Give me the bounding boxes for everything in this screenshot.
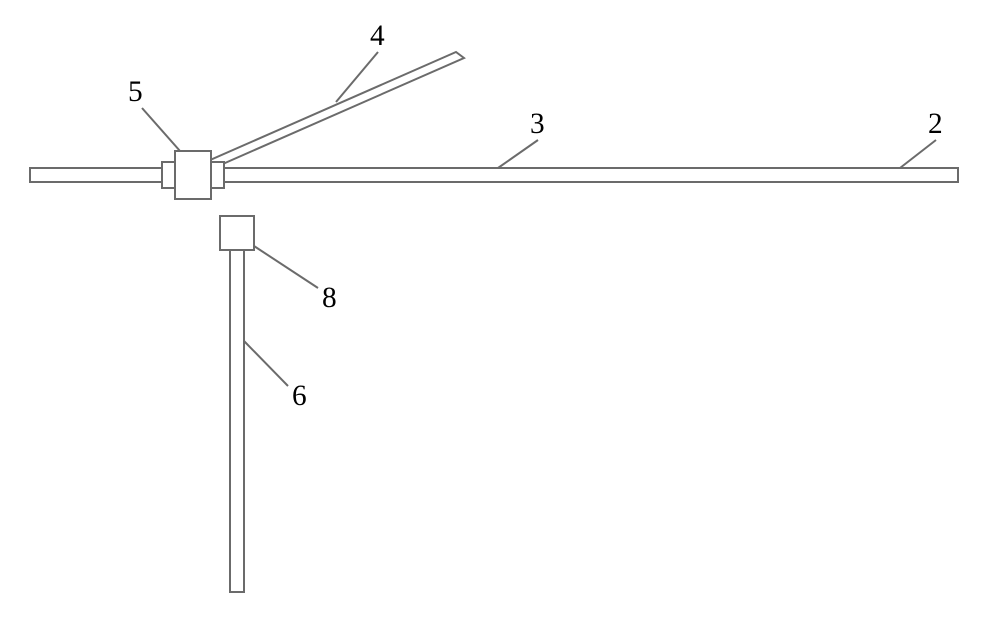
label-6: 6 [292,380,307,413]
top-block [220,216,254,250]
leader-line [254,246,318,288]
diagonal-bar [192,52,464,174]
label-2: 2 [928,108,943,141]
leader-line [900,140,936,168]
vertical-bar [230,250,244,592]
label-8: 8 [322,282,337,315]
label-3: 3 [530,108,545,141]
label-5: 5 [128,76,143,109]
leader-line [244,341,288,386]
clamp-block [175,151,211,199]
label-4: 4 [370,20,385,53]
leader-line [498,140,538,168]
leader-line [142,108,180,151]
